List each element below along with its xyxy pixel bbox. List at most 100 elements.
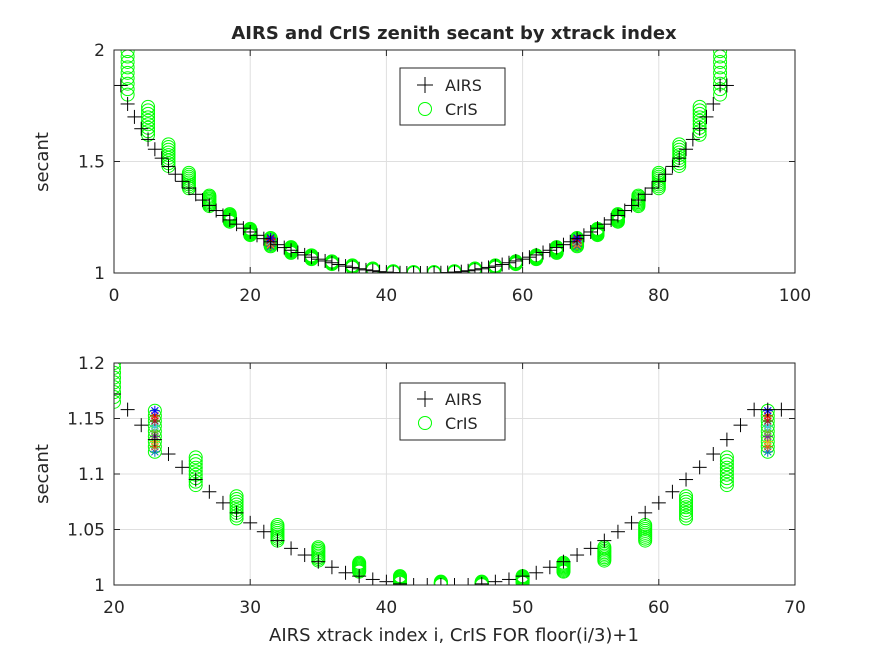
top-legend: AIRS CrIS (399, 67, 506, 126)
top-airs-point (127, 109, 142, 124)
top-y-tick-label: 1 (94, 264, 105, 284)
top-airs-point (495, 257, 510, 272)
top-airs-point (576, 228, 591, 243)
bottom-airs-point (338, 565, 353, 580)
top-cris-point (713, 54, 728, 69)
top-chart-title: AIRS and CrIS zenith secant by xtrack in… (231, 23, 677, 44)
bottom-airs-point (474, 576, 489, 585)
top-airs-point (665, 159, 680, 174)
top-airs-point (474, 261, 489, 273)
top-airs-point (672, 151, 687, 166)
top-airs-point (318, 253, 333, 268)
bottom-x-tick-label: 40 (376, 598, 398, 618)
top-airs-point (236, 221, 251, 236)
bottom-cris-point (679, 497, 694, 512)
bottom-legend: AIRS CrIS (399, 382, 506, 441)
top-airs-point (338, 259, 353, 273)
bottom-legend-airs-label: AIRS (445, 390, 482, 409)
bottom-cris-point (114, 363, 121, 375)
bottom-cris-point (114, 380, 121, 395)
top-airs-point (263, 234, 278, 249)
bottom-x-tick-label: 70 (784, 598, 806, 618)
bottom-airs-point (420, 578, 435, 585)
top-airs-point (515, 252, 530, 267)
top-airs-point (651, 174, 666, 189)
top-airs-point (692, 121, 707, 136)
top-cris-point (120, 65, 135, 80)
top-airs-point (270, 237, 285, 252)
top-x-tick-label: 80 (648, 286, 670, 306)
bottom-airs-point (229, 505, 244, 520)
top-airs-point (454, 264, 469, 273)
bottom-airs-point (624, 515, 639, 530)
bottom-airs-point (114, 387, 121, 402)
top-airs-point (134, 121, 149, 136)
top-airs-point (522, 250, 537, 265)
bottom-airs-point (352, 569, 367, 584)
top-legend-airs-marker (417, 77, 433, 93)
bottom-airs-point (706, 447, 721, 462)
top-airs-point (570, 231, 585, 246)
bottom-airs-point (610, 524, 625, 539)
bottom-cris-point (719, 478, 734, 493)
bottom-cris-point (114, 375, 121, 390)
top-cris-point (120, 71, 135, 86)
top-cris-point (713, 50, 728, 59)
bottom-cris-point (679, 494, 694, 509)
bottom-cris-point (114, 389, 121, 404)
bottom-cris-point (311, 540, 326, 555)
top-airs-point (168, 167, 183, 182)
bottom-airs-point (651, 495, 666, 510)
top-airs-point (345, 260, 360, 273)
bottom-cris-point (188, 450, 203, 465)
top-legend-cris-label: CrIS (445, 100, 478, 119)
bottom-airs-point (256, 524, 271, 539)
bottom-airs-point (447, 578, 462, 585)
top-airs-point (624, 198, 639, 213)
top-cris-point (161, 142, 176, 157)
top-airs-point (501, 255, 516, 270)
top-x-tick-label: 100 (779, 286, 811, 306)
top-airs-point (658, 167, 673, 182)
bottom-legend-cris-marker (418, 416, 432, 430)
bottom-cris-point (719, 460, 734, 475)
bottom-series-marks (114, 363, 795, 585)
top-x-tick-label: 0 (109, 286, 120, 306)
top-airs-point (256, 231, 271, 246)
top-airs-point (413, 266, 428, 273)
top-cris-point (161, 140, 176, 155)
bottom-airs-point (679, 472, 694, 487)
bottom-airs-point (788, 402, 795, 417)
bottom-cris-point (114, 365, 121, 380)
bottom-airs-point (365, 572, 380, 585)
top-airs-point (195, 193, 210, 208)
bottom-cris-point (679, 505, 694, 520)
bottom-ticks: 20 30 40 50 60 70 1 1.05 1.1 1.15 1.2 (67, 354, 806, 618)
bottom-x-tick-label: 20 (103, 598, 125, 618)
bottom-airs-point (733, 418, 748, 433)
bottom-airs-point (529, 565, 544, 580)
top-airs-point (427, 266, 442, 273)
top-airs-point (399, 266, 414, 273)
top-airs-point (114, 78, 128, 93)
top-airs-point (243, 224, 258, 239)
top-cris-point (692, 99, 707, 114)
bottom-cris-point (679, 489, 694, 504)
bottom-legend-box (399, 382, 506, 441)
bottom-cris-point (719, 453, 734, 468)
bottom-cris-point (114, 370, 121, 385)
top-x-tick-label: 40 (376, 286, 398, 306)
top-airs-point (638, 187, 653, 202)
top-airs-point (556, 237, 571, 252)
top-airs-point (141, 132, 156, 147)
bottom-airs-point (311, 554, 326, 569)
bottom-cris-point (679, 508, 694, 523)
top-legend-airs-label: AIRS (445, 76, 482, 95)
bottom-cris-point (229, 489, 244, 504)
top-airs-point (631, 193, 646, 208)
bottom-y-tick-label: 1.15 (67, 410, 105, 430)
bottom-airs-point (488, 574, 503, 585)
bottom-y-tick-label: 1.05 (67, 521, 105, 541)
bottom-cris-point (679, 511, 694, 526)
